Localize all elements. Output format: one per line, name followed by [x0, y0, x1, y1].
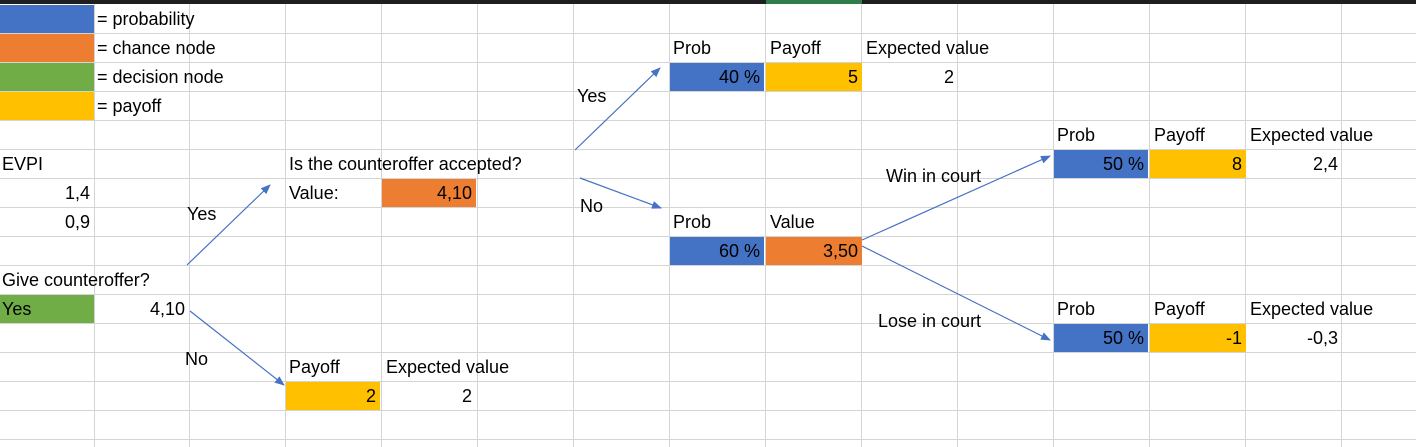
legend-probability-label[interactable]: = probability — [97, 9, 195, 29]
accepted-value-cell[interactable] — [382, 179, 476, 207]
no-counter-payoff-cell[interactable] — [286, 382, 380, 410]
lose-payoff-cell[interactable] — [1150, 324, 1246, 352]
lose-payoff[interactable]: -1 — [1225, 328, 1242, 348]
arrow-counteroffer-yes[interactable] — [186, 184, 271, 266]
yes-payoff-header[interactable]: Payoff — [770, 38, 821, 58]
no-prob[interactable]: 60 % — [718, 241, 760, 261]
legend-probability-swatch[interactable] — [0, 5, 94, 33]
no-counter-ev[interactable]: 2 — [461, 386, 472, 406]
no-value[interactable]: 3,50 — [822, 241, 858, 261]
arrow-counteroffer-no[interactable] — [189, 310, 285, 386]
branch-label-win[interactable]: Win in court — [886, 166, 982, 186]
selected-column-indicator — [766, 0, 862, 4]
branch-label-lose[interactable]: Lose in court — [878, 311, 982, 331]
accepted-value-label[interactable]: Value: — [289, 183, 339, 203]
root-value[interactable]: 4,10 — [149, 299, 185, 319]
lose-prob-header[interactable]: Prob — [1057, 299, 1096, 319]
no-prob-header[interactable]: Prob — [673, 212, 712, 232]
branch-label-no-accepted[interactable]: No — [580, 196, 604, 216]
yes-payoff-cell[interactable] — [766, 63, 862, 91]
no-value-header[interactable]: Value — [770, 212, 815, 232]
root-decision-cell[interactable] — [0, 295, 94, 323]
yes-prob[interactable]: 40 % — [718, 67, 760, 87]
branch-label-no-counteroffer[interactable]: No — [185, 349, 209, 369]
yes-ev[interactable]: 2 — [943, 67, 954, 87]
lose-ev[interactable]: -0,3 — [1306, 328, 1338, 348]
legend-chance-swatch[interactable] — [0, 34, 94, 62]
lose-payoff-header[interactable]: Payoff — [1154, 299, 1205, 319]
legend-payoff-label[interactable]: = payoff — [97, 96, 162, 116]
evpi-value-2[interactable]: 0,9 — [64, 212, 90, 232]
no-counter-payoff-header[interactable]: Payoff — [289, 357, 340, 377]
legend-chance-label[interactable]: = chance node — [97, 38, 216, 58]
win-prob-header[interactable]: Prob — [1057, 125, 1096, 145]
yes-ev-header[interactable]: Expected value — [866, 38, 990, 58]
arrow-accepted-yes[interactable] — [574, 67, 661, 151]
branch-label-yes-counteroffer[interactable]: Yes — [187, 204, 217, 224]
no-counter-payoff[interactable]: 2 — [365, 386, 376, 406]
branch-label-yes-accepted[interactable]: Yes — [577, 86, 607, 106]
yes-payoff[interactable]: 5 — [847, 67, 858, 87]
win-payoff-cell[interactable] — [1150, 150, 1246, 178]
win-payoff-header[interactable]: Payoff — [1154, 125, 1205, 145]
yes-prob-header[interactable]: Prob — [673, 38, 712, 58]
accepted-value[interactable]: 4,10 — [436, 183, 472, 203]
win-prob[interactable]: 50 % — [1102, 154, 1144, 174]
lose-ev-header[interactable]: Expected value — [1250, 299, 1374, 319]
win-ev-header[interactable]: Expected value — [1250, 125, 1374, 145]
legend-decision-swatch[interactable] — [0, 63, 94, 91]
lose-prob[interactable]: 50 % — [1102, 328, 1144, 348]
lose-prob-cell[interactable] — [1054, 324, 1148, 352]
no-value-cell[interactable] — [766, 237, 862, 265]
arrow-win-court[interactable] — [861, 155, 1051, 241]
root-decision-value[interactable]: Yes — [2, 299, 32, 319]
win-payoff[interactable]: 8 — [1231, 154, 1242, 174]
accepted-question[interactable]: Is the counteroffer accepted? — [289, 154, 522, 174]
no-prob-cell[interactable] — [670, 237, 764, 265]
ribbon-border — [0, 0, 1416, 4]
evpi-value-1[interactable]: 1,4 — [64, 183, 90, 203]
arrow-accepted-no[interactable] — [579, 177, 662, 209]
legend-decision-label[interactable]: = decision node — [97, 67, 224, 87]
root-question[interactable]: Give counteroffer? — [2, 270, 150, 290]
yes-prob-cell[interactable] — [670, 63, 764, 91]
legend-payoff-swatch[interactable] — [0, 92, 94, 120]
no-counter-ev-header[interactable]: Expected value — [386, 357, 510, 377]
evpi-label[interactable]: EVPI — [2, 154, 44, 174]
win-ev[interactable]: 2,4 — [1312, 154, 1338, 174]
win-prob-cell[interactable] — [1054, 150, 1148, 178]
arrow-lose-court[interactable] — [861, 245, 1051, 341]
